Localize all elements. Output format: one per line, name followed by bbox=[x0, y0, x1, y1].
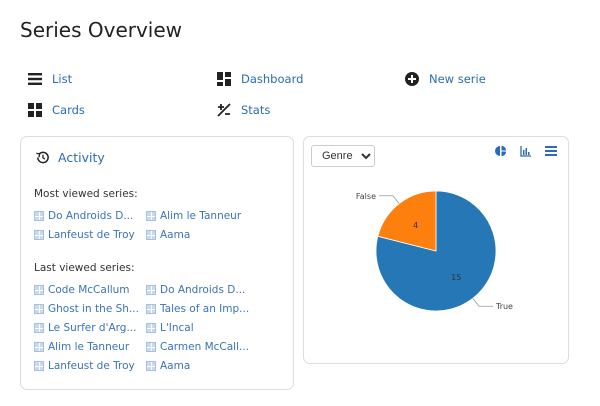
nav-stats[interactable]: Stats bbox=[217, 103, 270, 117]
pie-chart-icon[interactable] bbox=[495, 145, 507, 157]
series-link[interactable]: Code McCallum bbox=[34, 282, 146, 297]
series-link[interactable]: Alim le Tanneur bbox=[34, 339, 146, 354]
series-title: Tales of an Imp... bbox=[160, 302, 250, 315]
nav-cards[interactable]: Cards bbox=[28, 103, 85, 117]
activity-header: Activity bbox=[35, 150, 105, 165]
series-link[interactable]: L'Incal bbox=[146, 320, 266, 335]
table-icon bbox=[146, 284, 156, 295]
most-viewed-list: Do Androids D... Alim le Tanneur Lanfeust … bbox=[34, 208, 266, 242]
series-link[interactable]: Do Androids D... bbox=[34, 208, 146, 223]
series-title: Do Androids D... bbox=[160, 283, 246, 296]
pie-slice-false[interactable] bbox=[377, 190, 437, 252]
series-link[interactable]: Tales of an Imp... bbox=[146, 301, 266, 316]
table-icon bbox=[146, 322, 156, 333]
series-title: Lanfeust de Troy bbox=[48, 228, 135, 241]
series-title: Carmen McCall... bbox=[160, 340, 250, 353]
table-icon bbox=[34, 303, 44, 314]
plus-minus-icon bbox=[217, 103, 231, 117]
series-title: Le Surfer d'Arg... bbox=[48, 321, 137, 334]
pie-leader-line bbox=[472, 298, 493, 307]
series-title: Ghost in the Sh... bbox=[48, 302, 139, 315]
series-title: Code McCallum bbox=[48, 283, 130, 296]
nav-list[interactable]: List bbox=[28, 72, 72, 86]
series-title: Alim le Tanneur bbox=[48, 340, 130, 353]
group-by-select[interactable]: Genre bbox=[311, 145, 375, 167]
table-icon bbox=[146, 303, 156, 314]
last-viewed-list: Code McCallum Do Androids D... Ghost in th… bbox=[34, 282, 266, 373]
page-title: Series Overview bbox=[20, 18, 183, 42]
pie-category-label: True bbox=[495, 302, 513, 311]
most-viewed-label: Most viewed series: bbox=[34, 188, 138, 200]
plus-circle-icon bbox=[405, 72, 419, 86]
nav-label: Cards bbox=[52, 103, 85, 117]
table-icon bbox=[146, 360, 156, 371]
series-title: Aama bbox=[160, 228, 191, 241]
cards-icon bbox=[28, 103, 42, 117]
nav-label: Stats bbox=[241, 103, 271, 117]
series-title: Alim le Tanneur bbox=[160, 209, 242, 222]
series-link[interactable]: Lanfeust de Troy bbox=[34, 358, 146, 373]
series-title: Do Androids D... bbox=[48, 209, 134, 222]
table-icon bbox=[34, 341, 44, 352]
series-title: Aama bbox=[160, 359, 191, 372]
table-view-icon[interactable] bbox=[545, 145, 557, 157]
table-icon bbox=[34, 284, 44, 295]
series-title: Lanfeust de Troy bbox=[48, 359, 135, 372]
table-icon bbox=[34, 360, 44, 371]
activity-title: Activity bbox=[58, 150, 105, 165]
nav-label: New serie bbox=[429, 72, 486, 86]
pie-value-label: 4 bbox=[413, 221, 418, 230]
table-icon bbox=[34, 229, 44, 240]
series-link[interactable]: Do Androids D... bbox=[146, 282, 266, 297]
series-link[interactable]: Aama bbox=[146, 358, 266, 373]
table-icon bbox=[146, 229, 156, 240]
series-link[interactable]: Aama bbox=[146, 227, 266, 242]
dashboard-icon bbox=[217, 72, 231, 86]
series-link[interactable]: Alim le Tanneur bbox=[146, 208, 266, 223]
table-icon bbox=[146, 341, 156, 352]
bar-chart-icon[interactable] bbox=[520, 145, 532, 157]
pie-value-label: 15 bbox=[451, 273, 461, 282]
series-title: L'Incal bbox=[160, 321, 194, 334]
nav-label: List bbox=[52, 72, 73, 86]
list-icon bbox=[28, 73, 42, 85]
table-icon bbox=[146, 210, 156, 221]
series-link[interactable]: Le Surfer d'Arg... bbox=[34, 320, 146, 335]
series-link[interactable]: Lanfeust de Troy bbox=[34, 227, 146, 242]
last-viewed-label: Last viewed series: bbox=[34, 262, 135, 274]
nav-dashboard[interactable]: Dashboard bbox=[217, 72, 303, 86]
stats-card: Genre 15 True 4 False bbox=[303, 136, 569, 364]
genre-pie-chart: 15 True 4 False bbox=[356, 190, 513, 312]
table-icon bbox=[34, 210, 44, 221]
series-link[interactable]: Ghost in the Sh... bbox=[34, 301, 146, 316]
nav-new-serie[interactable]: New serie bbox=[405, 72, 486, 86]
pie-category-label: False bbox=[356, 192, 376, 201]
history-icon bbox=[36, 151, 49, 164]
nav-label: Dashboard bbox=[241, 72, 304, 86]
activity-card: Activity Most viewed series: Do Androids… bbox=[20, 136, 294, 390]
pie-leader-line bbox=[379, 195, 400, 204]
series-link[interactable]: Carmen McCall... bbox=[146, 339, 266, 354]
table-icon bbox=[34, 322, 44, 333]
